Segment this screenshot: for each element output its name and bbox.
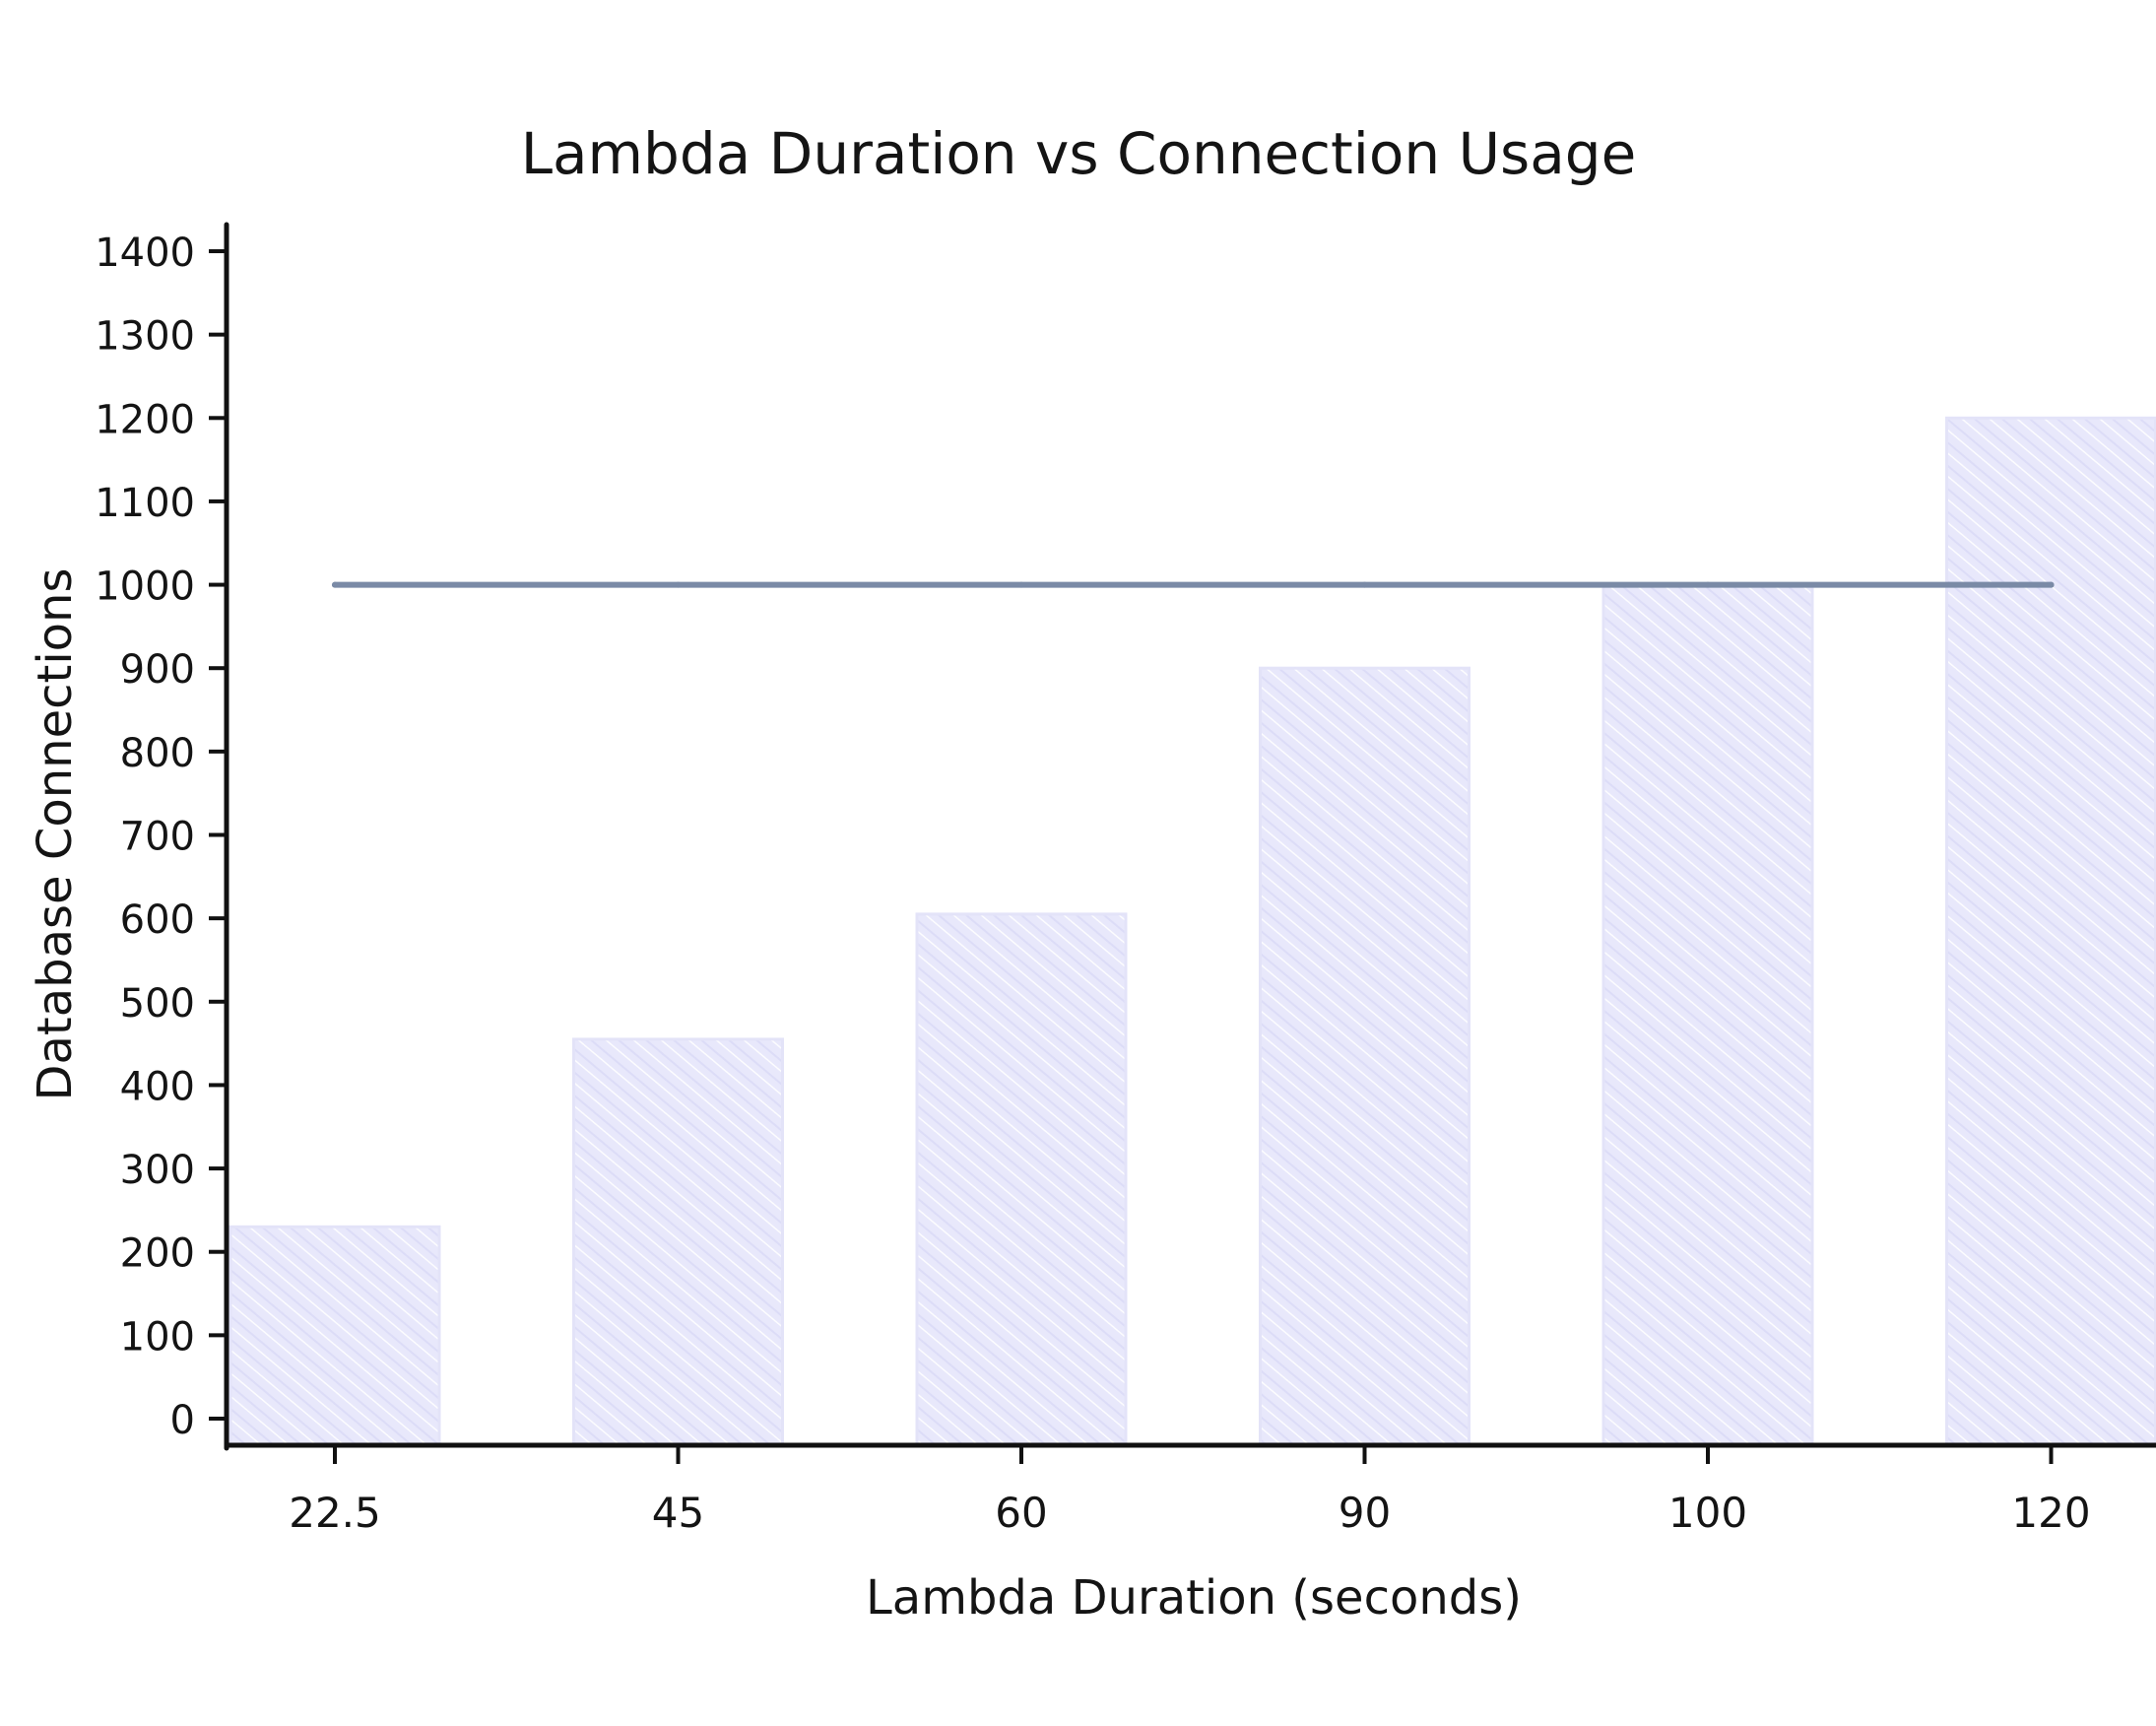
y-tick-label: 1000 (95, 564, 195, 610)
line-series (332, 581, 2055, 588)
bar (915, 912, 1128, 1447)
bar (1259, 666, 1470, 1447)
bar (1601, 583, 1814, 1447)
x-tick-label: 120 (2011, 1489, 2090, 1537)
y-tick-label: 1400 (95, 231, 195, 276)
y-tick-label: 600 (120, 897, 195, 943)
x-axis: 22.5 45 60 90 100 120 (224, 1442, 2156, 1537)
x-axis-label: Lambda Duration (seconds) (866, 1570, 1522, 1626)
y-tick-label: 800 (120, 731, 195, 776)
y-tick-label: 1100 (95, 481, 195, 526)
bar (1945, 416, 2156, 1447)
y-tick-label: 900 (120, 647, 195, 693)
chart-title: Lambda Duration vs Connection Usage (521, 120, 1637, 187)
x-tick-label: 22.5 (289, 1489, 381, 1537)
y-tick-label: 1200 (95, 397, 195, 442)
y-tick-label: 1300 (95, 314, 195, 360)
bar (229, 1225, 441, 1447)
y-axis: 0 100 200 300 400 500 600 700 800 900 1000 1100 1200… (95, 222, 229, 1451)
y-tick-label: 300 (120, 1148, 195, 1193)
line-point (1018, 581, 1024, 588)
y-tick-label: 400 (120, 1064, 195, 1109)
line-point (1361, 581, 1368, 588)
bar (572, 1037, 784, 1447)
y-tick-label: 100 (120, 1314, 195, 1360)
y-tick-label: 200 (120, 1231, 195, 1277)
x-tick-label: 100 (1668, 1489, 1747, 1537)
y-tick-label: 0 (170, 1398, 195, 1443)
line-point (332, 581, 338, 588)
x-tick-label: 60 (995, 1489, 1047, 1537)
y-tick-label: 500 (120, 981, 195, 1027)
x-tick-label: 45 (652, 1489, 704, 1537)
y-axis-label: Database Connections (28, 568, 83, 1101)
line-point (1705, 581, 1711, 588)
line-point (675, 581, 682, 588)
line-point (2048, 581, 2055, 588)
y-tick-label: 700 (120, 815, 195, 860)
x-tick-label: 90 (1339, 1489, 1391, 1537)
bar-group (229, 416, 2156, 1447)
